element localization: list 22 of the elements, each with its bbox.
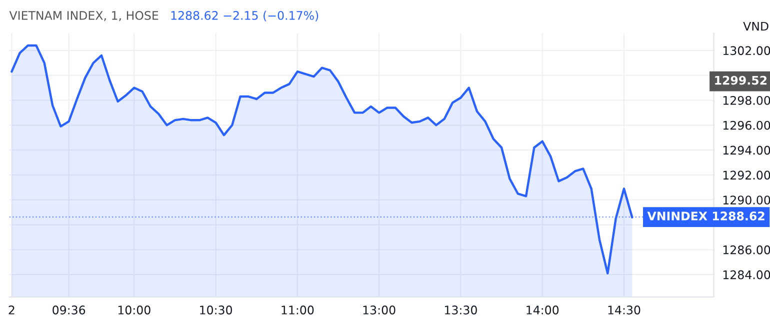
- y-tick-label: 1286.00: [723, 245, 770, 254]
- y-tick-label: 1298.00: [723, 96, 770, 105]
- text: 1299.52: [715, 76, 767, 85]
- x-tick-label: 11:00: [282, 306, 314, 314]
- x-tick-label: 2: [8, 306, 14, 314]
- y-tick-label: 1292.00: [723, 170, 770, 180]
- y-tick-label: 1296.00: [723, 120, 770, 130]
- x-tick-label: 14:00: [526, 306, 559, 314]
- y-tick-label: 1302.00: [723, 46, 770, 56]
- x-tick-label: 09:36: [52, 306, 86, 314]
- chart-title: VIETNAM INDEX, 1, HOSE: [9, 10, 158, 22]
- y-tick-label: 1284.00: [723, 270, 770, 280]
- x-tick-label: 13:00: [363, 306, 396, 314]
- x-tick-label: 13:30: [444, 306, 477, 314]
- y-axis-title: VND: [743, 22, 768, 31]
- x-tick-label: 14:30: [608, 306, 640, 314]
- chart-subtitle: 1288.62 −2.15 (−0.17%): [171, 10, 318, 22]
- y-tick-label: 1294.00: [723, 146, 770, 155]
- x-tick-label: 10:00: [118, 306, 150, 314]
- y-tick-label: 1290.00: [723, 196, 770, 205]
- x-tick-label: 10:30: [200, 306, 232, 314]
- ref-line-label: VNINDEX 1288.62: [647, 212, 764, 220]
